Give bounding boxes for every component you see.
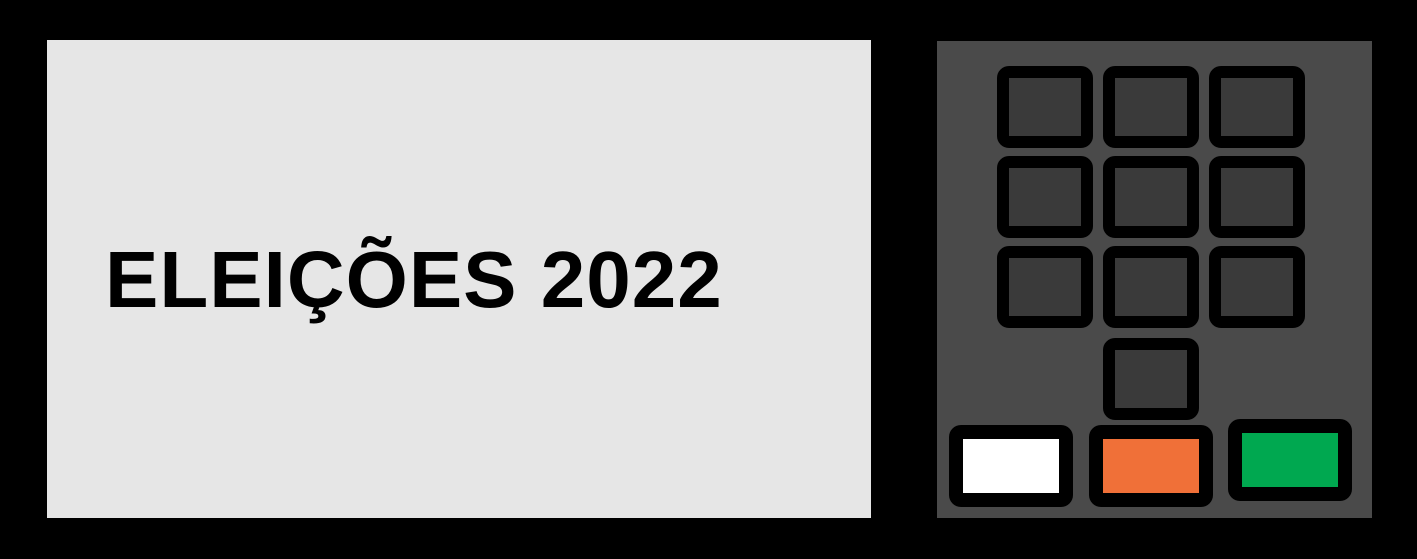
confirm-key (1228, 419, 1352, 501)
keypad-key (1209, 246, 1305, 328)
keypad-key (997, 66, 1093, 148)
keypad-key (1209, 66, 1305, 148)
correct-key (1089, 425, 1213, 507)
keypad-key (997, 246, 1093, 328)
screen-title: ELEIÇÕES 2022 (105, 235, 723, 324)
blank-vote-key (949, 425, 1073, 507)
keypad-key (1103, 156, 1199, 238)
keypad-key (1103, 66, 1199, 148)
keypad-key (1103, 338, 1199, 420)
voting-machine-screen: ELEIÇÕES 2022 (47, 40, 871, 518)
keypad-key (997, 156, 1093, 238)
keypad-panel (937, 41, 1372, 518)
keypad-key (1209, 156, 1305, 238)
keypad-key (1103, 246, 1199, 328)
